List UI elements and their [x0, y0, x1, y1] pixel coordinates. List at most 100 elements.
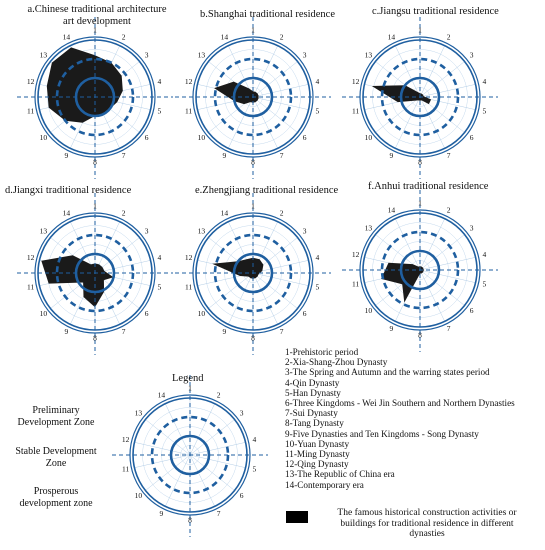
axis-label: 1 — [251, 202, 255, 211]
axis-label: 12 — [27, 77, 35, 86]
axis-label: 5 — [157, 282, 161, 291]
axis-label: 13 — [135, 409, 143, 418]
axis-label: 11 — [352, 279, 359, 288]
axis-label: 12 — [352, 250, 360, 259]
legend-title: Legend — [172, 373, 204, 384]
fill-note: The famous historical construction activ… — [337, 508, 517, 539]
axis-label: 5 — [157, 106, 161, 115]
axis-label: 3 — [470, 224, 474, 233]
zone-label: Stable Development Zone — [15, 446, 97, 469]
zone-ring — [213, 233, 293, 313]
axis-label: 8 — [93, 158, 97, 167]
zone-ring — [55, 57, 135, 137]
axis-label: 3 — [240, 409, 244, 418]
fill-swatch — [286, 511, 308, 523]
axis-label: 6 — [303, 309, 307, 318]
axis-label: 6 — [145, 309, 149, 318]
outer-ring — [34, 36, 156, 158]
axis-label: 12 — [185, 253, 193, 262]
axis-label: 2 — [280, 208, 284, 217]
axis-label: 10 — [40, 309, 48, 318]
outer-ring — [192, 36, 314, 158]
axis-label: 3 — [145, 227, 149, 236]
axis-label: 3 — [303, 227, 307, 236]
zone-ring — [362, 39, 478, 155]
axis-label: 7 — [122, 327, 126, 336]
period-item: 6-Three Kingdoms - Wei Jin Southern and … — [285, 398, 515, 408]
axis-label: 9 — [222, 327, 226, 336]
chart-title: d.Jiangxi traditional residence — [5, 185, 132, 196]
axis-label: 13 — [365, 224, 373, 233]
axis-label: 4 — [252, 435, 256, 444]
outer-ring — [129, 394, 251, 516]
axis-label: 2 — [122, 32, 126, 41]
axis-label: 1 — [251, 26, 255, 35]
zone-ring — [150, 415, 230, 495]
axis-label: 14 — [63, 32, 71, 41]
zone-label: Preliminary Development Zone — [17, 405, 95, 428]
radar-area — [214, 81, 259, 105]
zone-ring — [399, 249, 441, 291]
zone-ring — [213, 57, 293, 137]
axis-label: 2 — [447, 205, 451, 214]
axis-label: 6 — [470, 306, 474, 315]
zone-ring — [37, 215, 153, 331]
axis-label: 7 — [280, 151, 284, 160]
axis-label: 14 — [388, 205, 396, 214]
axis-label: 4 — [482, 77, 486, 86]
period-item: 10-Yuan Dynasty — [285, 438, 350, 449]
axis-label: 14 — [388, 32, 396, 41]
axis-label: 10 — [198, 133, 206, 142]
axis-label: 4 — [315, 253, 319, 262]
zone-ring — [195, 215, 311, 331]
period-item: 13-The Republic of China era — [285, 469, 395, 480]
zone-ring — [55, 233, 135, 313]
axis-label: 11 — [185, 106, 192, 115]
axis-label: 9 — [389, 151, 393, 160]
axis-label: 8 — [93, 334, 97, 343]
axis-label: 5 — [252, 464, 256, 473]
axis-label: 3 — [470, 51, 474, 60]
axis-label: 14 — [63, 208, 71, 217]
axis-label: 10 — [365, 306, 373, 315]
period-item: 14-Contemporary era — [285, 479, 364, 490]
zone-ring — [380, 57, 460, 137]
axis-label: 7 — [122, 151, 126, 160]
axis-label: 11 — [352, 106, 359, 115]
zone-ring — [74, 252, 116, 294]
period-item: 7-Sui Dynasty — [285, 408, 338, 419]
zone-ring — [74, 76, 116, 118]
zone-label: Prosperous development zone — [19, 486, 93, 509]
zone-ring — [37, 39, 153, 155]
axis-label: 8 — [251, 158, 255, 167]
axis-label: 11 — [122, 464, 129, 473]
period-item: 1-Prehistoric period — [285, 347, 359, 357]
axis-label: 9 — [389, 324, 393, 333]
zone-ring — [132, 397, 248, 513]
radar-area — [381, 262, 424, 303]
axis-label: 14 — [221, 32, 229, 41]
axis-label: 12 — [122, 435, 130, 444]
axis-label: 6 — [145, 133, 149, 142]
zone-ring — [380, 230, 460, 310]
zone-ring — [195, 39, 311, 155]
axis-label: 5 — [315, 106, 319, 115]
chart-title: f.Anhui traditional residence — [368, 181, 489, 192]
axis-label: 8 — [418, 158, 422, 167]
axis-label: 4 — [482, 250, 486, 259]
outer-ring — [359, 36, 481, 158]
axis-label: 5 — [482, 106, 486, 115]
period-item: 9-Five Dynasties and Ten Kingdoms - Song… — [285, 428, 479, 439]
axis-label: 11 — [27, 106, 34, 115]
zone-ring — [399, 76, 441, 118]
axis-label: 13 — [198, 51, 206, 60]
axis-label: 5 — [315, 282, 319, 291]
period-item: 3-The Spring and Autumn and the warring … — [285, 367, 490, 378]
axis-label: 14 — [221, 208, 229, 217]
axis-label: 12 — [27, 253, 35, 262]
axis-label: 10 — [198, 309, 206, 318]
zone-ring — [362, 212, 478, 328]
axis-label: 6 — [240, 491, 244, 500]
